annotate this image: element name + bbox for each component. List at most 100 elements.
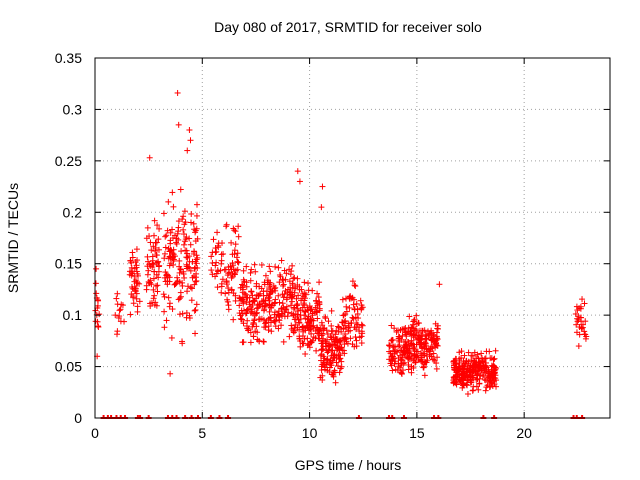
data-point xyxy=(215,242,222,249)
data-point xyxy=(173,239,180,246)
data-point xyxy=(275,325,282,332)
data-point xyxy=(183,254,190,261)
data-point xyxy=(128,264,135,271)
data-point xyxy=(310,317,317,324)
data-point xyxy=(491,381,498,388)
data-point xyxy=(298,286,305,293)
data-point xyxy=(146,280,153,287)
data-point xyxy=(389,343,396,350)
data-point xyxy=(232,292,239,299)
data-point xyxy=(258,315,265,322)
data-point xyxy=(228,274,235,281)
data-point xyxy=(225,264,232,271)
data-point xyxy=(114,328,121,335)
data-point xyxy=(302,308,309,315)
data-point xyxy=(155,258,162,265)
data-point xyxy=(240,267,247,274)
data-point xyxy=(117,306,124,313)
data-point xyxy=(459,380,466,387)
data-point xyxy=(350,296,357,303)
data-point xyxy=(96,311,103,318)
data-point xyxy=(183,261,190,268)
data-point xyxy=(224,296,231,303)
data-point xyxy=(144,263,151,270)
data-point-outlier xyxy=(319,183,326,190)
data-point xyxy=(358,306,365,313)
data-point xyxy=(143,286,150,293)
data-point xyxy=(154,222,161,229)
data-point xyxy=(283,303,290,310)
data-point xyxy=(165,198,172,205)
data-point xyxy=(161,255,168,262)
data-point xyxy=(317,326,324,333)
data-point xyxy=(313,298,320,305)
data-point xyxy=(335,323,342,330)
data-point xyxy=(193,252,200,259)
data-point xyxy=(232,241,239,248)
data-point xyxy=(243,299,250,306)
y-tick-label: 0 xyxy=(74,410,82,426)
data-point xyxy=(231,271,238,278)
data-point xyxy=(402,342,409,349)
data-point xyxy=(329,357,336,364)
data-point xyxy=(401,325,408,332)
data-point xyxy=(392,366,399,373)
data-point xyxy=(476,380,483,387)
data-point xyxy=(181,241,188,248)
data-point xyxy=(489,363,496,370)
data-point xyxy=(256,338,263,345)
data-point xyxy=(244,325,251,332)
data-point xyxy=(275,292,282,299)
data-point xyxy=(301,312,308,319)
data-point xyxy=(191,265,198,272)
data-point xyxy=(95,323,102,330)
data-point xyxy=(243,307,250,314)
data-point-outlier xyxy=(167,370,174,377)
data-point xyxy=(149,260,156,267)
data-point xyxy=(417,350,424,357)
data-point xyxy=(482,387,489,394)
data-point xyxy=(208,253,215,260)
y-tick-label: 0.05 xyxy=(55,359,82,375)
data-point xyxy=(343,303,350,310)
data-point xyxy=(456,365,463,372)
data-point xyxy=(154,282,161,289)
data-point xyxy=(409,321,416,328)
data-point xyxy=(338,358,345,365)
data-point xyxy=(181,221,188,228)
data-point xyxy=(299,324,306,331)
data-point xyxy=(314,315,321,322)
data-point xyxy=(133,268,140,275)
data-point xyxy=(121,318,128,325)
data-point xyxy=(218,289,225,296)
data-point xyxy=(156,225,163,232)
data-point xyxy=(193,301,200,308)
data-point xyxy=(305,313,312,320)
data-point xyxy=(307,317,314,324)
data-point xyxy=(169,189,176,196)
data-point xyxy=(280,304,287,311)
data-point xyxy=(271,285,278,292)
data-point xyxy=(244,317,251,324)
data-point xyxy=(575,316,582,323)
data-point xyxy=(173,235,180,242)
data-point xyxy=(473,383,480,390)
data-point xyxy=(127,268,134,275)
data-point xyxy=(357,297,364,304)
data-point xyxy=(482,369,489,376)
data-point xyxy=(320,361,327,368)
data-point xyxy=(341,341,348,348)
data-point xyxy=(278,257,285,264)
data-points xyxy=(92,89,590,419)
data-point xyxy=(313,347,320,354)
data-point xyxy=(301,302,308,309)
data-point xyxy=(581,300,588,307)
data-point xyxy=(144,224,151,231)
data-point xyxy=(462,362,469,369)
data-point xyxy=(433,333,440,340)
data-point xyxy=(179,340,186,347)
data-point xyxy=(351,282,358,289)
data-point xyxy=(319,340,326,347)
data-point xyxy=(470,368,477,375)
